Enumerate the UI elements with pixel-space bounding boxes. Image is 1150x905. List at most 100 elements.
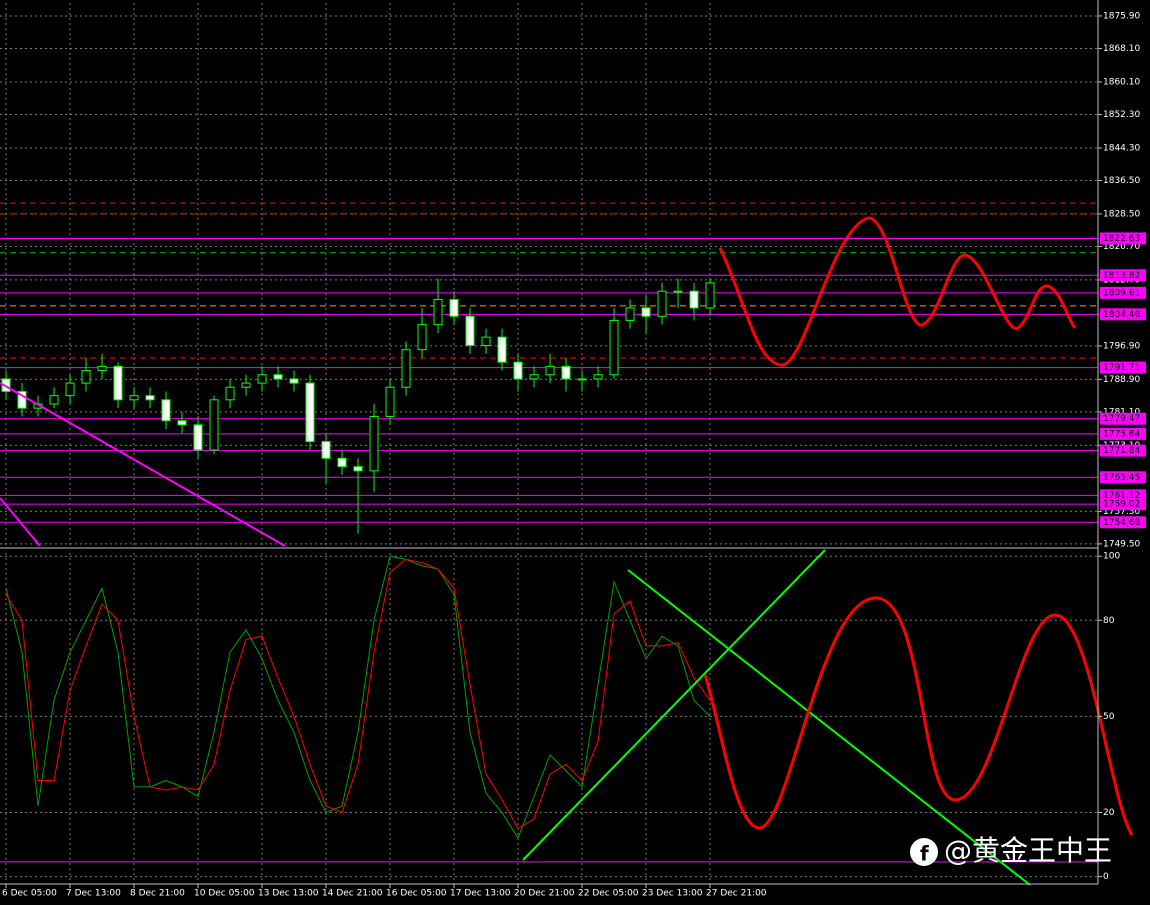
x-tick-label: 14 Dec 21:00 bbox=[322, 889, 383, 899]
y-tick-label: 1788.90 bbox=[1103, 375, 1140, 385]
watermark: @黄金王中王 bbox=[944, 834, 1112, 867]
candle-body bbox=[417, 324, 427, 351]
candle-body bbox=[561, 365, 571, 380]
candle-body bbox=[497, 336, 507, 363]
candle-body bbox=[113, 365, 123, 401]
x-tick-label: 22 Dec 05:00 bbox=[578, 889, 639, 899]
y-tick-label: 50 bbox=[1103, 712, 1115, 722]
trend-line bbox=[522, 549, 826, 861]
candle-body bbox=[337, 457, 347, 468]
candle-body bbox=[465, 315, 475, 347]
y-tick-label: 1860.10 bbox=[1103, 77, 1140, 87]
axis-layer: 1875.90 1868.10 1860.10 1852.30 1844.30 1836.… bbox=[2, 11, 1146, 899]
candle-body bbox=[369, 416, 379, 472]
x-tick-label: 17 Dec 13:00 bbox=[450, 889, 511, 899]
candle-body bbox=[401, 349, 411, 388]
y-tick-label: 20 bbox=[1103, 808, 1115, 818]
candle-body bbox=[385, 386, 395, 418]
level-label: 1775.84 bbox=[1103, 429, 1140, 439]
level-layer bbox=[0, 202, 1098, 863]
x-tick-label: 27 Dec 21:00 bbox=[706, 889, 767, 899]
stoch-line bbox=[5, 555, 711, 840]
x-tick-label: 7 Dec 13:00 bbox=[66, 889, 121, 899]
x-tick-label: 23 Dec 13:00 bbox=[642, 889, 703, 899]
y-tick-label: 1868.10 bbox=[1103, 44, 1140, 54]
candle-body bbox=[545, 365, 555, 376]
y-tick-label: 80 bbox=[1103, 616, 1115, 626]
candle-body bbox=[577, 378, 587, 381]
candle-body bbox=[657, 290, 667, 317]
level-label: 1771.84 bbox=[1103, 446, 1140, 456]
candle-body bbox=[305, 382, 315, 443]
level-label: 1761.12 bbox=[1103, 491, 1140, 501]
level-label-box bbox=[1100, 232, 1146, 245]
candle-body bbox=[225, 386, 235, 401]
level-label-box bbox=[1100, 286, 1146, 299]
candle-body bbox=[161, 399, 171, 422]
x-tick-label: 6 Dec 05:00 bbox=[2, 889, 57, 899]
y-tick-label: 1828.50 bbox=[1103, 209, 1140, 219]
y-tick-label: 1852.30 bbox=[1103, 110, 1140, 120]
level-label-box bbox=[1100, 427, 1146, 440]
drawings bbox=[0, 216, 1134, 886]
mark-layer bbox=[1, 278, 715, 840]
candle-body bbox=[641, 307, 651, 317]
level-label-box bbox=[1100, 308, 1146, 321]
level-label-box bbox=[1100, 516, 1146, 529]
candle-body bbox=[145, 395, 155, 401]
level-label: 1804.46 bbox=[1103, 310, 1140, 320]
candle-body bbox=[705, 282, 715, 309]
trend-line bbox=[0, 497, 41, 547]
level-label-box bbox=[1100, 444, 1146, 457]
candle-body bbox=[673, 290, 683, 293]
y-tick-label: 1844.30 bbox=[1103, 143, 1140, 153]
forecast-curve bbox=[703, 596, 1134, 836]
y-tick-label: 1796.90 bbox=[1103, 341, 1140, 351]
candle-body bbox=[433, 299, 443, 326]
trend-line bbox=[0, 382, 286, 547]
candle-body bbox=[609, 319, 619, 376]
x-tick-label: 10 Dec 05:00 bbox=[194, 889, 255, 899]
y-tick-label: 1749.50 bbox=[1103, 539, 1140, 549]
y-tick-label: 1757.30 bbox=[1103, 507, 1140, 517]
x-tick-label: 16 Dec 05:00 bbox=[386, 889, 447, 899]
level-label: 1754.68 bbox=[1103, 518, 1140, 528]
candle-body bbox=[209, 399, 219, 451]
y-tick-label: 1820.70 bbox=[1103, 242, 1140, 252]
level-label: 1765.45 bbox=[1103, 473, 1140, 483]
candle-body bbox=[353, 466, 363, 472]
candle-body bbox=[177, 420, 187, 426]
candle-body bbox=[49, 395, 59, 405]
candle-body bbox=[241, 382, 251, 388]
icon-glyph: f bbox=[920, 842, 929, 866]
candle-body bbox=[625, 307, 635, 321]
candle-body bbox=[97, 365, 107, 372]
candle-body bbox=[529, 374, 539, 380]
x-tick-label: 13 Dec 13:00 bbox=[258, 889, 319, 899]
candle-body bbox=[321, 441, 331, 459]
level-label-box bbox=[1100, 471, 1146, 484]
forecast-curve bbox=[718, 216, 1077, 367]
candle-body bbox=[81, 370, 91, 384]
trend-line bbox=[627, 569, 1031, 886]
candle-body bbox=[193, 424, 203, 451]
level-label: 1779.47 bbox=[1103, 414, 1140, 424]
candle-body bbox=[65, 382, 75, 397]
level-label-box bbox=[1100, 361, 1146, 374]
candle-body bbox=[17, 390, 27, 409]
candle-body bbox=[593, 374, 603, 380]
x-tick-label: 20 Dec 21:00 bbox=[514, 889, 575, 899]
level-label: 1822.63 bbox=[1103, 234, 1140, 244]
y-tick-label: 1781.10 bbox=[1103, 407, 1140, 417]
candle-body bbox=[449, 299, 459, 317]
x-tick-label: 8 Dec 21:00 bbox=[130, 889, 185, 899]
candle-body bbox=[289, 378, 299, 384]
y-tick-label: 0 bbox=[1103, 872, 1109, 882]
level-label: 1791.71 bbox=[1103, 363, 1140, 373]
level-label: 1809.61 bbox=[1103, 288, 1140, 298]
level-label: 1813.82 bbox=[1103, 271, 1140, 281]
y-tick-label: 1836.50 bbox=[1103, 176, 1140, 186]
candle-body bbox=[129, 395, 139, 401]
